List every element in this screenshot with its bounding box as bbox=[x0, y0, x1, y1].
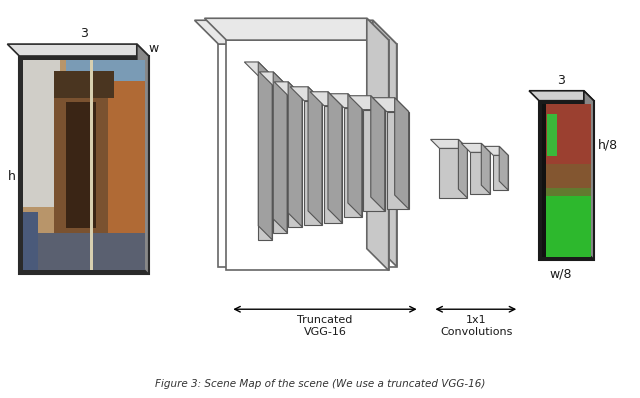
Polygon shape bbox=[66, 102, 96, 228]
Polygon shape bbox=[542, 164, 591, 196]
Polygon shape bbox=[529, 91, 594, 101]
Text: 3: 3 bbox=[80, 27, 88, 40]
Polygon shape bbox=[363, 109, 385, 211]
Polygon shape bbox=[484, 146, 508, 155]
Polygon shape bbox=[547, 113, 557, 156]
Polygon shape bbox=[493, 155, 508, 190]
Polygon shape bbox=[8, 44, 148, 56]
Text: h: h bbox=[8, 170, 15, 183]
Polygon shape bbox=[470, 152, 490, 194]
Text: 1x1
Convolutions: 1x1 Convolutions bbox=[440, 315, 513, 337]
Polygon shape bbox=[218, 44, 397, 267]
Polygon shape bbox=[288, 96, 302, 227]
Polygon shape bbox=[481, 143, 490, 194]
Polygon shape bbox=[259, 62, 272, 240]
Polygon shape bbox=[54, 81, 115, 239]
Polygon shape bbox=[23, 60, 60, 207]
Text: w/8: w/8 bbox=[550, 267, 572, 281]
Polygon shape bbox=[205, 18, 388, 40]
Polygon shape bbox=[259, 72, 287, 86]
Polygon shape bbox=[23, 232, 145, 271]
Polygon shape bbox=[367, 18, 388, 271]
Text: Figure 3: Scene Map of the scene (We use a truncated VGG-16): Figure 3: Scene Map of the scene (We use… bbox=[155, 378, 485, 389]
Polygon shape bbox=[54, 70, 115, 98]
Polygon shape bbox=[304, 101, 322, 225]
Polygon shape bbox=[19, 56, 148, 275]
Polygon shape bbox=[349, 96, 385, 109]
Polygon shape bbox=[328, 92, 342, 223]
Polygon shape bbox=[290, 87, 322, 101]
Polygon shape bbox=[66, 60, 145, 134]
Polygon shape bbox=[90, 60, 93, 271]
Polygon shape bbox=[539, 101, 594, 259]
Polygon shape bbox=[108, 81, 145, 239]
Polygon shape bbox=[387, 111, 408, 209]
Polygon shape bbox=[23, 60, 145, 271]
Polygon shape bbox=[348, 94, 362, 217]
Polygon shape bbox=[273, 86, 287, 233]
Polygon shape bbox=[330, 94, 362, 107]
Text: h/8: h/8 bbox=[598, 139, 618, 152]
Polygon shape bbox=[461, 143, 490, 152]
Polygon shape bbox=[499, 146, 508, 190]
Polygon shape bbox=[195, 20, 397, 44]
Polygon shape bbox=[542, 103, 591, 188]
Text: 3: 3 bbox=[557, 74, 565, 87]
Polygon shape bbox=[584, 91, 594, 259]
Polygon shape bbox=[542, 172, 591, 257]
Polygon shape bbox=[23, 212, 38, 271]
Polygon shape bbox=[440, 148, 467, 198]
Polygon shape bbox=[273, 72, 287, 233]
Text: w: w bbox=[148, 41, 159, 55]
Polygon shape bbox=[372, 98, 408, 111]
Polygon shape bbox=[371, 96, 385, 211]
Polygon shape bbox=[227, 40, 388, 271]
Polygon shape bbox=[431, 139, 467, 148]
Polygon shape bbox=[542, 103, 546, 257]
Polygon shape bbox=[308, 87, 322, 225]
Polygon shape bbox=[344, 107, 362, 217]
Polygon shape bbox=[259, 76, 272, 240]
Polygon shape bbox=[288, 82, 302, 227]
Polygon shape bbox=[310, 92, 342, 105]
Text: Truncated
VGG-16: Truncated VGG-16 bbox=[298, 315, 353, 337]
Polygon shape bbox=[274, 82, 302, 96]
Polygon shape bbox=[372, 20, 397, 267]
Polygon shape bbox=[137, 44, 148, 275]
Polygon shape bbox=[395, 98, 408, 209]
Polygon shape bbox=[324, 105, 342, 223]
Polygon shape bbox=[244, 62, 272, 76]
Polygon shape bbox=[458, 139, 467, 198]
